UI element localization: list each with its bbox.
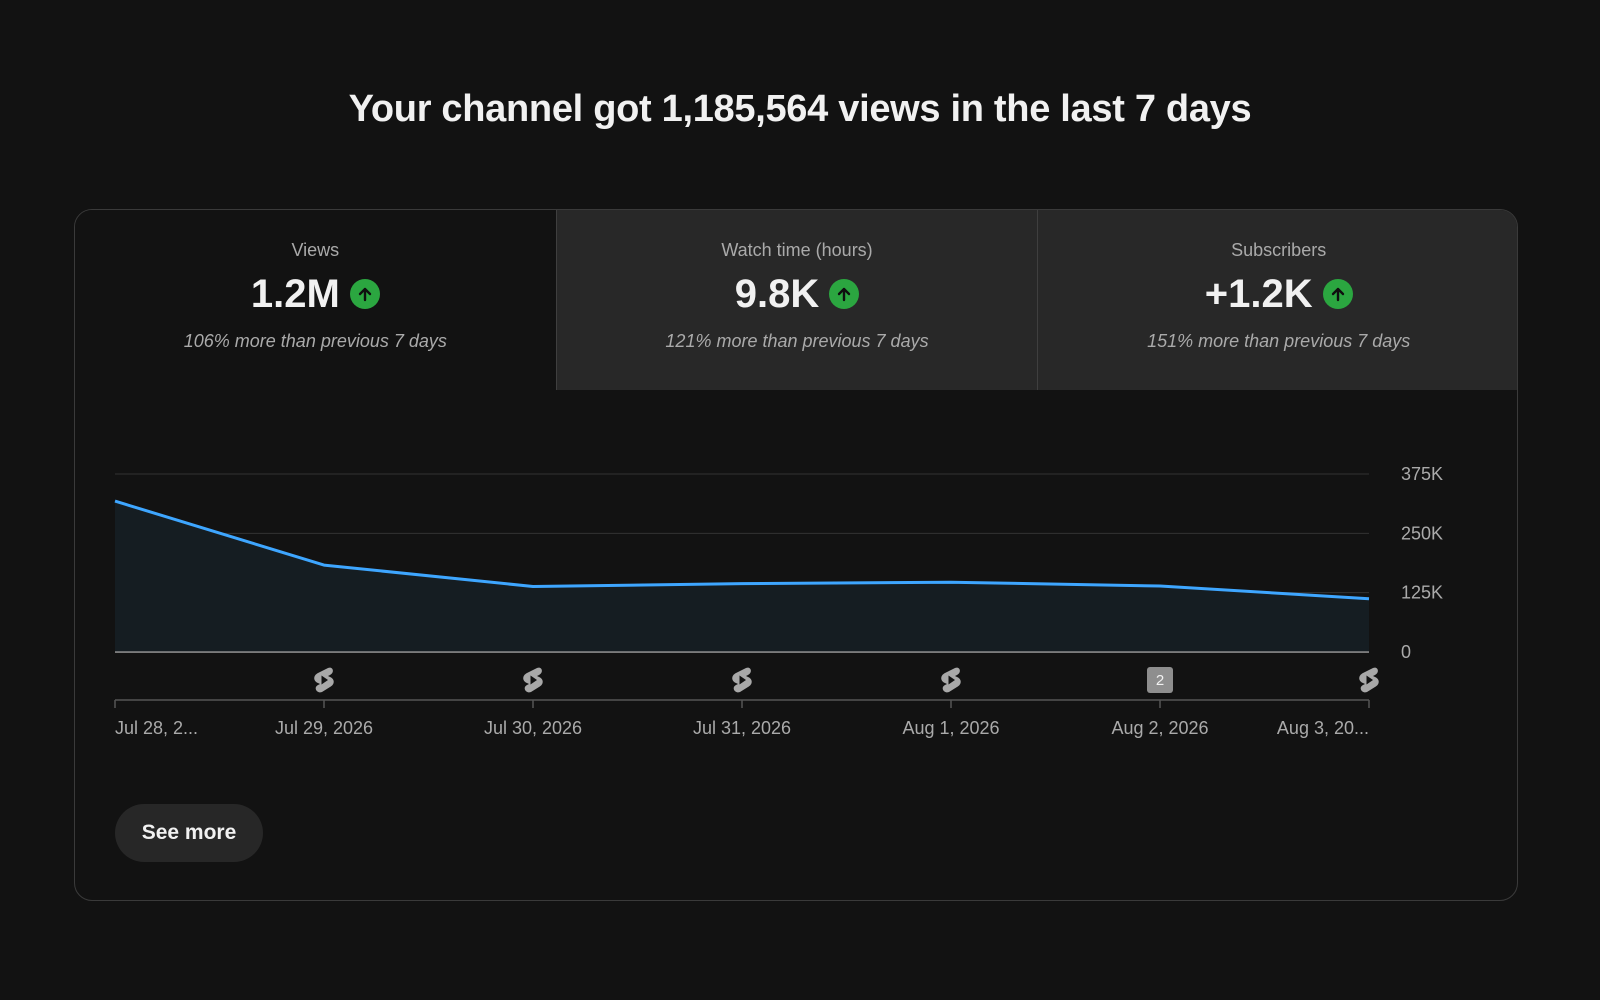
count-badge <box>1147 667 1173 693</box>
x-tick-label: Jul 29, 2026 <box>275 718 373 738</box>
x-tick-label: Jul 30, 2026 <box>484 718 582 738</box>
tab-change-text: 106% more than previous 7 days <box>183 331 447 351</box>
x-tick-label: Jul 28, 2... <box>115 718 198 738</box>
shorts-icon <box>1359 667 1379 693</box>
shorts-icon <box>732 667 752 693</box>
series-area <box>115 501 1369 652</box>
x-tick-label: Aug 2, 2026 <box>1111 718 1208 738</box>
x-tick-label: Jul 31, 2026 <box>693 718 791 738</box>
y-tick-label: 375K <box>1401 464 1443 484</box>
shorts-icon <box>941 667 961 693</box>
arrow-up-icon <box>829 279 860 309</box>
see-more-button[interactable]: See more <box>115 804 263 862</box>
tab-views[interactable]: Views 1.2M 106% more than previous 7 day… <box>75 210 556 390</box>
page-headline: Your channel got 1,185,564 views in the … <box>348 88 1252 130</box>
arrow-up-icon <box>349 279 380 309</box>
tab-value: +1.2K <box>1204 271 1313 316</box>
arrow-up-icon <box>1322 279 1353 309</box>
y-tick-label: 0 <box>1401 642 1411 662</box>
views-chart: 0 125K 250K 375K 2 Jul 28, 2... Jul 29, 2026 Ju… <box>114 464 1443 738</box>
x-tick-label: Aug 1, 2026 <box>902 718 999 738</box>
analytics-card: Views 1.2M 106% more than previous 7 day… <box>74 209 1518 901</box>
tab-title: Watch time (hours) <box>721 240 873 260</box>
tab-change-text: 121% more than previous 7 days <box>665 331 929 351</box>
x-tick-label: Aug 3, 20... <box>1277 718 1369 738</box>
tab-value: 1.2M <box>250 271 340 316</box>
tab-title: Views <box>291 240 340 260</box>
shorts-icon <box>523 667 543 693</box>
y-tick-label: 125K <box>1401 583 1443 603</box>
y-tick-label: 250K <box>1401 523 1443 543</box>
tab-title: Subscribers <box>1231 240 1327 260</box>
tab-value: 9.8K <box>734 271 820 316</box>
metric-tabs: Views 1.2M 106% more than previous 7 day… <box>75 210 1517 390</box>
tab-watch-time[interactable]: Watch time (hours) 9.8K 121% more than p… <box>555 210 1038 390</box>
tab-change-text: 151% more than previous 7 days <box>1147 331 1411 351</box>
count-badge-label: 2 <box>1156 672 1164 689</box>
tab-subscribers[interactable]: Subscribers +1.2K 151% more than previou… <box>1037 210 1517 390</box>
shorts-icon <box>314 667 334 693</box>
